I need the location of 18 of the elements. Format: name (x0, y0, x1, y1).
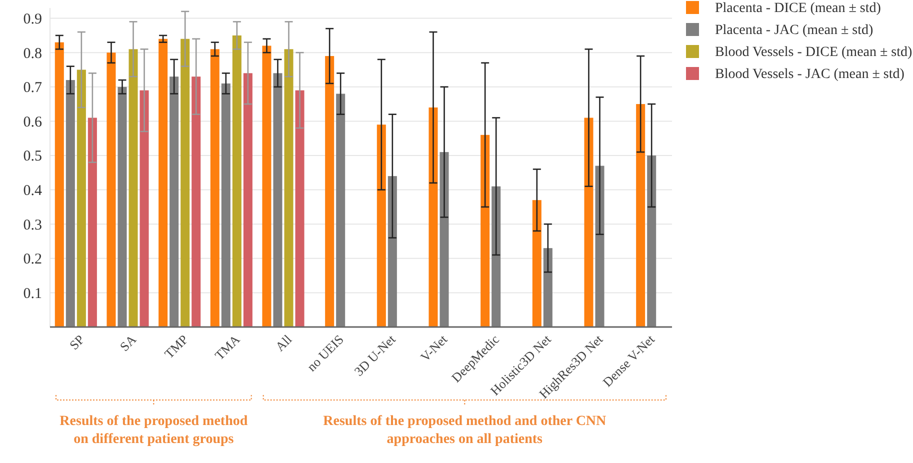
legend-label: Blood Vessels - DICE (mean ± std) (715, 44, 913, 60)
x-tick-label: SA (116, 331, 140, 354)
x-tick-label: All (272, 331, 295, 354)
y-tick-label: 0.9 (23, 12, 42, 28)
y-tick-label: 0.2 (23, 252, 42, 268)
legend-label: Placenta - DICE (mean ± std) (715, 0, 882, 16)
y-tick-label: 0.1 (23, 286, 42, 302)
y-tick-label: 0.5 (23, 148, 42, 165)
legend-label: Blood Vessels - JAC (mean ± std) (715, 66, 905, 82)
text: Results of the proposed method on different patient groups (60, 414, 248, 447)
y-tick-label: 0.6 (23, 114, 42, 130)
x-tick-label: SP (66, 332, 88, 353)
y-tick-label: 0.3 (23, 217, 42, 234)
text: Results of the proposed method and other CNN approaches on all patients (323, 414, 606, 447)
y-tick-label: 0.8 (23, 46, 42, 62)
y-tick-label: 0.7 (23, 80, 42, 96)
legend-label: Placenta - JAC (mean ± std) (715, 22, 874, 38)
y-tick-label: 0.4 (23, 183, 42, 200)
